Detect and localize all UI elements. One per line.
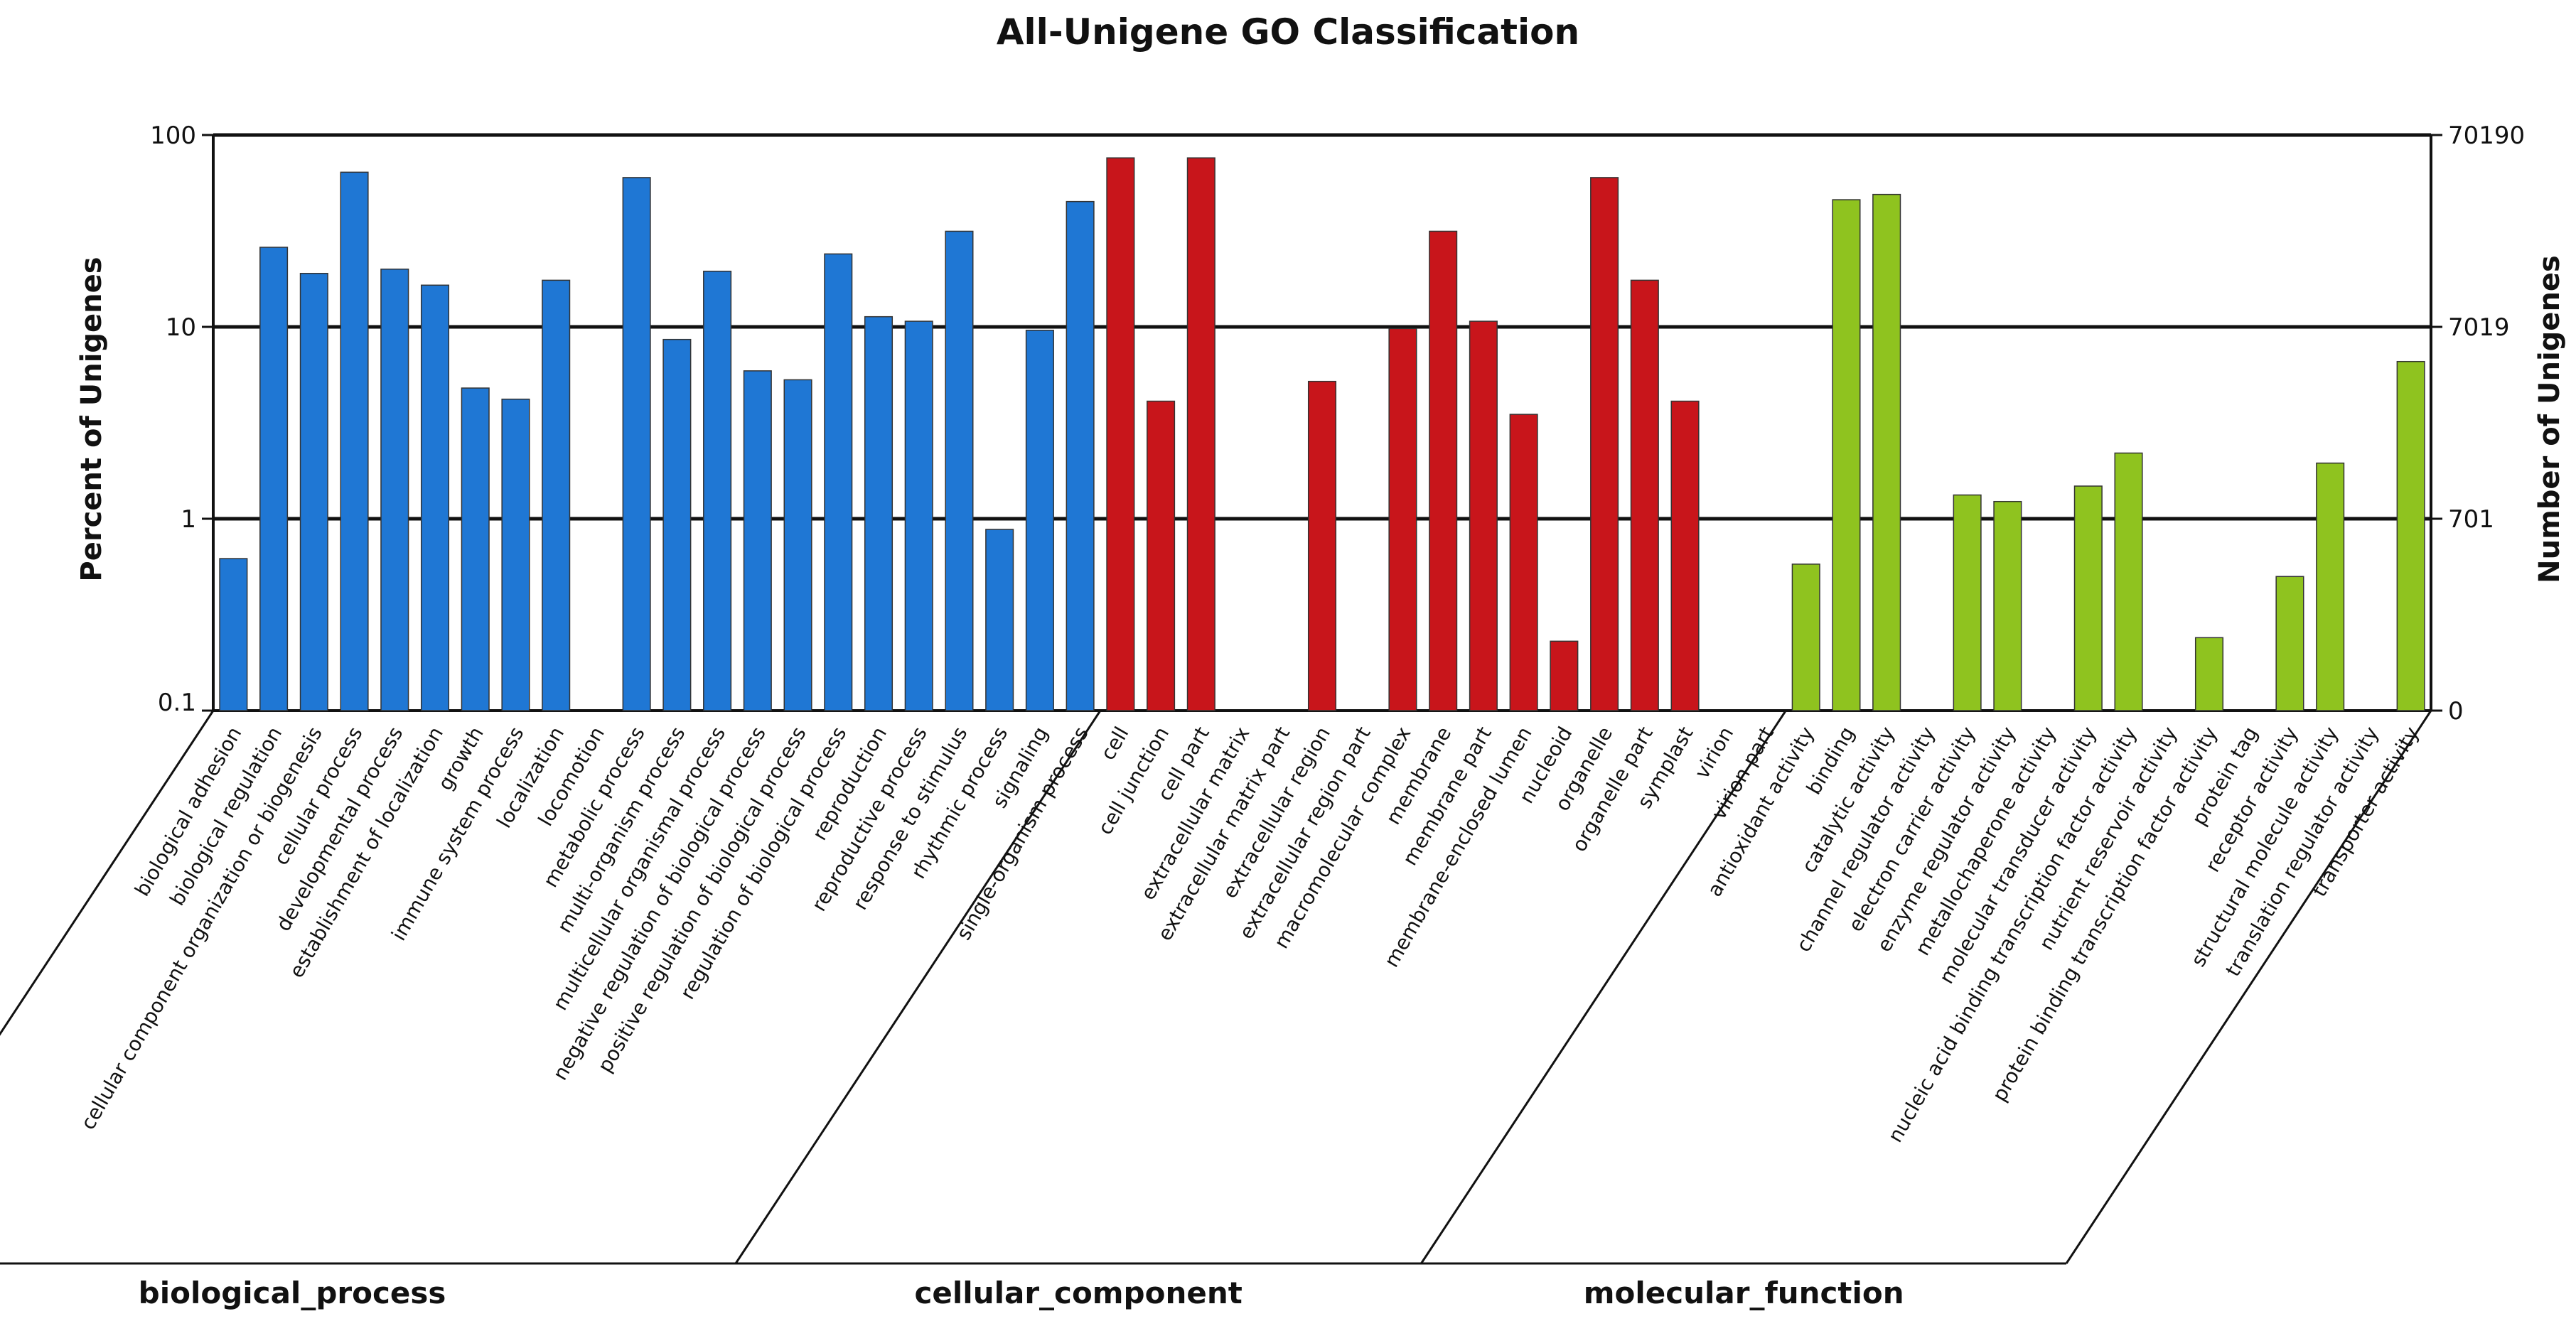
- bar[interactable]: [501, 398, 530, 711]
- bar[interactable]: [420, 284, 450, 711]
- bar[interactable]: [824, 253, 853, 711]
- bar[interactable]: [1791, 564, 1820, 711]
- bar[interactable]: [1429, 230, 1458, 711]
- bar[interactable]: [1872, 193, 1901, 711]
- group-separator-1: [734, 710, 1102, 1264]
- bar[interactable]: [622, 177, 651, 711]
- bar[interactable]: [1670, 400, 1700, 711]
- bar[interactable]: [1590, 177, 1619, 711]
- chart-title: All-Unigene GO Classification: [997, 11, 1579, 53]
- bar[interactable]: [2114, 452, 2143, 711]
- bar[interactable]: [1993, 500, 2022, 711]
- left-tick-label: 100: [150, 122, 196, 150]
- group-separator-0: [0, 710, 215, 1036]
- bar[interactable]: [783, 379, 812, 711]
- bar[interactable]: [219, 558, 248, 711]
- bar[interactable]: [904, 320, 933, 711]
- bar[interactable]: [1550, 640, 1579, 711]
- bar[interactable]: [1953, 494, 1982, 711]
- bar[interactable]: [1832, 199, 1861, 711]
- bar[interactable]: [1630, 279, 1659, 711]
- bar[interactable]: [1106, 157, 1135, 711]
- right-tick-label: 0: [2448, 697, 2464, 726]
- left-tick-label: 0.1: [158, 689, 196, 717]
- bar[interactable]: [743, 370, 772, 711]
- bar[interactable]: [1066, 200, 1095, 711]
- bar[interactable]: [1025, 330, 1054, 711]
- bar[interactable]: [1147, 400, 1176, 711]
- group-title-2: molecular_function: [1584, 1276, 1904, 1310]
- bar[interactable]: [1186, 157, 1215, 711]
- bar[interactable]: [985, 529, 1014, 711]
- bar[interactable]: [1307, 380, 1337, 711]
- bar[interactable]: [380, 268, 409, 711]
- right-tick-label: 70190: [2448, 122, 2525, 150]
- bar[interactable]: [2396, 360, 2425, 711]
- left-tick-label: 10: [166, 313, 196, 342]
- group-title-1: cellular_component: [915, 1276, 1243, 1310]
- group-title-0: biological_process: [139, 1276, 446, 1310]
- right-tick-label: 7019: [2448, 313, 2510, 342]
- bar[interactable]: [2194, 637, 2224, 711]
- group-separator-2: [1420, 710, 1787, 1264]
- bar[interactable]: [1469, 320, 1498, 711]
- bar[interactable]: [703, 270, 732, 711]
- bar[interactable]: [2316, 462, 2345, 711]
- bar[interactable]: [1388, 328, 1417, 711]
- y-axis-label-left: Percent of Unigenes: [75, 257, 108, 581]
- bar[interactable]: [461, 387, 490, 711]
- bar[interactable]: [2073, 485, 2103, 711]
- bar[interactable]: [259, 247, 289, 711]
- bar[interactable]: [864, 316, 893, 711]
- right-tick-label: 701: [2448, 505, 2494, 534]
- y-axis-label-right: Number of Unigenes: [2533, 255, 2566, 583]
- bar[interactable]: [1509, 414, 1538, 711]
- bar[interactable]: [340, 171, 369, 711]
- bar[interactable]: [299, 272, 328, 711]
- bar[interactable]: [2275, 576, 2304, 711]
- category-label: cell: [1096, 723, 1134, 764]
- bar[interactable]: [542, 279, 571, 711]
- group-separator-3: [2065, 710, 2432, 1264]
- left-tick-label: 1: [181, 505, 196, 534]
- bar[interactable]: [945, 230, 974, 711]
- bar[interactable]: [662, 338, 692, 711]
